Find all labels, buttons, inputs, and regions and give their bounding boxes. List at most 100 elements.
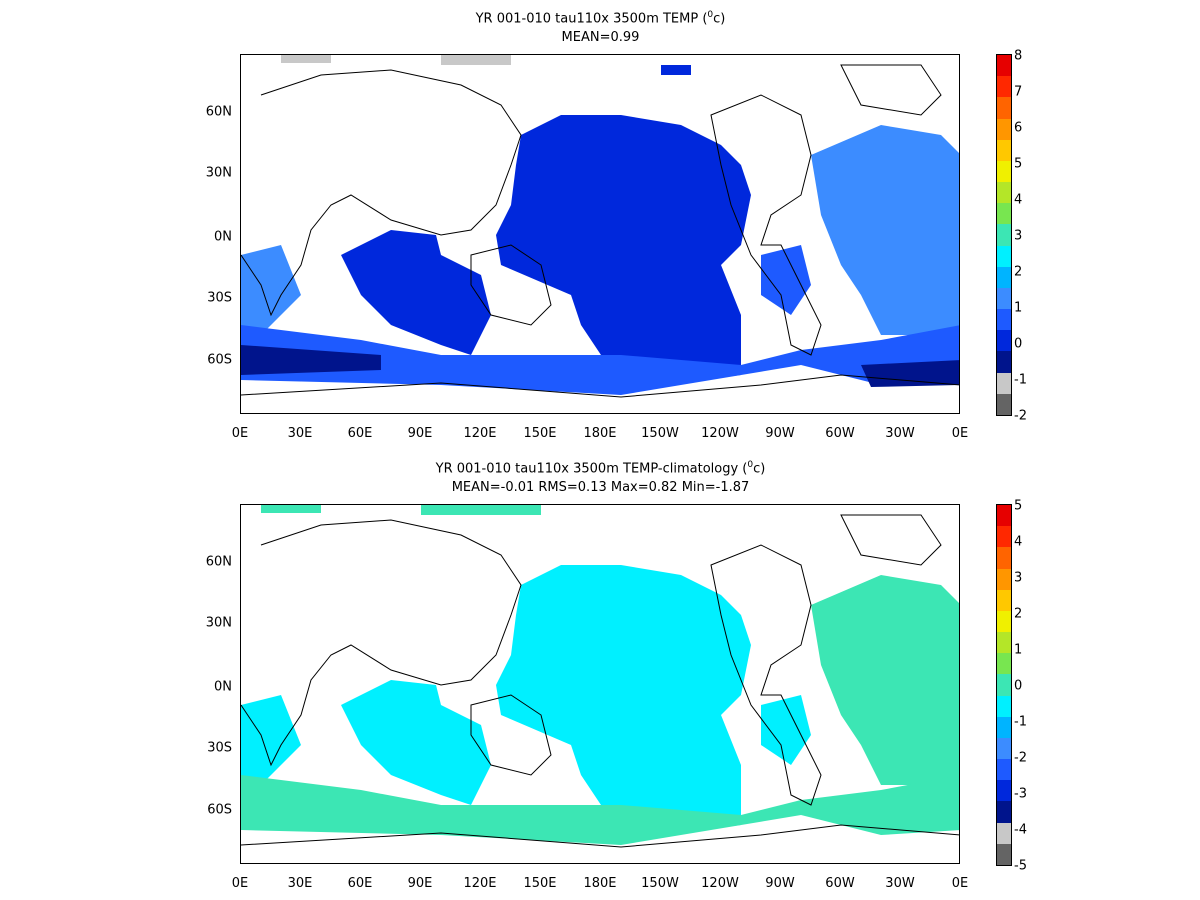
pacific-basin [496,115,751,390]
colorbar-segment [997,822,1011,845]
arctic-patch [261,505,541,515]
colorbar-label: 2 [1014,264,1023,280]
pacific-basin [496,565,751,840]
panel-temperature: YR 001-010 tau110x 3500m TEMP (0c) MEAN=… [205,10,1027,441]
arctic-patch [661,65,691,75]
colorbar-label: -3 [1014,786,1027,802]
y-tick-label: 60S [207,352,232,368]
colorbar-segment [997,505,1011,527]
x-tick-label: 150E [523,426,557,441]
x-tick-label: 120W [701,426,739,441]
x-tick-label: 150E [523,876,557,891]
map-svg [241,55,959,398]
southern-ocean-deep-west [241,345,381,375]
map-area [240,504,960,864]
colorbar-label: 0 [1014,336,1023,352]
antarctica-coast [241,824,959,848]
colorbar-segment [997,843,1011,866]
x-tick-label: 180E [583,876,617,891]
atlantic-basin [811,125,959,335]
colorbar-label: 0 [1014,678,1023,694]
x-tick-label: 60E [347,426,373,441]
x-tick-label: 90E [407,426,433,441]
y-tick-label: 60N [205,554,232,570]
x-tick-label: 120E [463,426,497,441]
y-tick-label: 60N [205,104,232,120]
x-tick-label: 120E [463,876,497,891]
colorbar-segment [997,245,1011,268]
colorbar-segment [997,309,1011,331]
eurasia-africa-coast [241,69,522,317]
colorbar-segment [997,547,1011,570]
x-tick-label: 30E [287,426,313,441]
x-tick-label: 30W [885,876,915,891]
colorbar-segment [997,393,1011,416]
x-tick-label: 30W [885,426,915,441]
x-tick-label: 0E [951,876,969,891]
colorbar-segment [997,351,1011,374]
australia-coast [470,244,552,326]
colorbar-segment [997,632,1011,654]
map-area [240,54,960,414]
coastlines [241,64,959,398]
greenland-coast [840,64,942,116]
x-tick-label: 60W [825,426,855,441]
colorbar-segment [997,55,1011,77]
x-tick-label: 0E [231,876,249,891]
panel-title: YR 001-010 tau110x 3500m TEMP (0c) MEAN=… [475,10,726,46]
indian-basin [341,680,491,805]
colorbar-segment [997,801,1011,824]
y-tick-label: 0N [214,679,232,695]
colorbar-label: 3 [1014,228,1023,244]
colorbar-segment [997,653,1011,675]
colorbar-label: -1 [1014,714,1027,730]
colorbar-label: 5 [1014,498,1023,514]
panel-title: YR 001-010 tau110x 3500m TEMP-climatolog… [435,460,766,496]
americas-coast [710,94,822,356]
x-tick-label: 150W [641,876,679,891]
colorbar-segment [997,716,1011,739]
colorbar-segment [997,674,1011,697]
x-tick-label: 90E [407,876,433,891]
y-tick-label: 30S [207,740,232,756]
colorbar-segment [997,610,1011,633]
colorbar-segment [997,372,1011,395]
undefined-patch [281,55,511,65]
colorbar-label: -5 [1014,858,1027,874]
antarctica-coast [241,374,959,398]
atlantic-basin [811,575,959,785]
colorbar-segment [997,780,1011,802]
colorbar-label: 7 [1014,84,1023,100]
x-tick-label: 150W [641,426,679,441]
colorbar-label: 8 [1014,48,1023,64]
indian-basin [341,230,491,355]
colorbar-segment [997,160,1011,183]
australia-coast [470,694,552,776]
colorbar-segment [997,287,1011,310]
colorbar [996,504,1012,866]
colorbar [996,54,1012,416]
colorbar-label: 4 [1014,534,1023,550]
ocean-field [241,505,959,845]
colorbar-label: 1 [1014,642,1023,658]
y-tick-label: 0N [214,229,232,245]
colorbar-segment [997,266,1011,289]
colorbar-segment [997,224,1011,247]
colorbar-label: -1 [1014,372,1027,388]
colorbar-segment [997,589,1011,612]
x-tick-label: 90W [765,426,795,441]
colorbar-label: 4 [1014,192,1023,208]
coastlines [241,514,959,848]
colorbar-segment [997,526,1011,548]
colorbar-segment [997,737,1011,760]
eurasia-africa-coast [241,519,522,767]
south-atlantic-west [241,245,301,335]
colorbar-segment [997,76,1011,98]
x-tick-label: 60E [347,876,373,891]
southern-ocean-upper [241,325,959,395]
x-tick-label: 90W [765,876,795,891]
panel-temperature-anomaly: YR 001-010 tau110x 3500m TEMP-climatolog… [0,450,1200,900]
colorbar-label: 5 [1014,156,1023,172]
panel-subtitle: MEAN=0.99 [561,30,640,46]
colorbar-segment [997,182,1011,204]
